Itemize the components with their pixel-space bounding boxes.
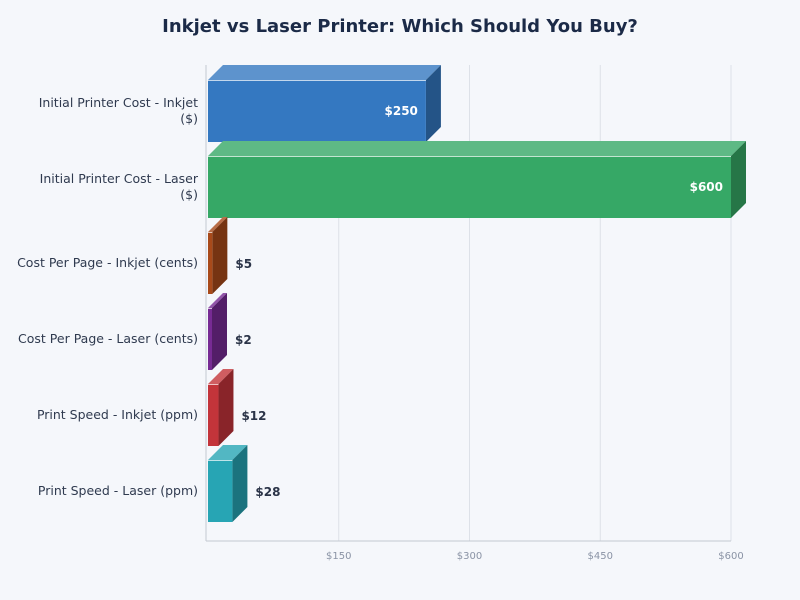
bar[interactable] xyxy=(208,445,248,522)
bar[interactable] xyxy=(208,369,234,446)
bar[interactable] xyxy=(208,293,227,370)
value-label: $250 xyxy=(385,104,418,118)
category-label: Cost Per Page - Inkjet (cents) xyxy=(17,255,198,270)
x-tick-label: $600 xyxy=(718,551,743,562)
bar[interactable] xyxy=(208,141,746,218)
value-label: $5 xyxy=(235,257,252,271)
category-label: Initial Printer Cost - Inkjet ($) xyxy=(39,95,198,126)
value-label: $600 xyxy=(690,180,723,194)
value-label: $12 xyxy=(241,409,266,423)
bar[interactable] xyxy=(208,217,228,294)
x-tick-label: $450 xyxy=(588,551,613,562)
value-label: $28 xyxy=(255,485,280,499)
bar[interactable] xyxy=(208,65,441,142)
category-label: Cost Per Page - Laser (cents) xyxy=(18,331,198,346)
value-label: $2 xyxy=(235,333,252,347)
x-tick-label: $300 xyxy=(457,551,482,562)
category-label: Print Speed - Inkjet (ppm) xyxy=(37,407,198,422)
category-label: Initial Printer Cost - Laser ($) xyxy=(40,171,199,202)
chart-title: Inkjet vs Laser Printer: Which Should Yo… xyxy=(162,16,638,37)
category-label: Print Speed - Laser (ppm) xyxy=(38,483,198,498)
x-tick-label: $150 xyxy=(326,551,351,562)
